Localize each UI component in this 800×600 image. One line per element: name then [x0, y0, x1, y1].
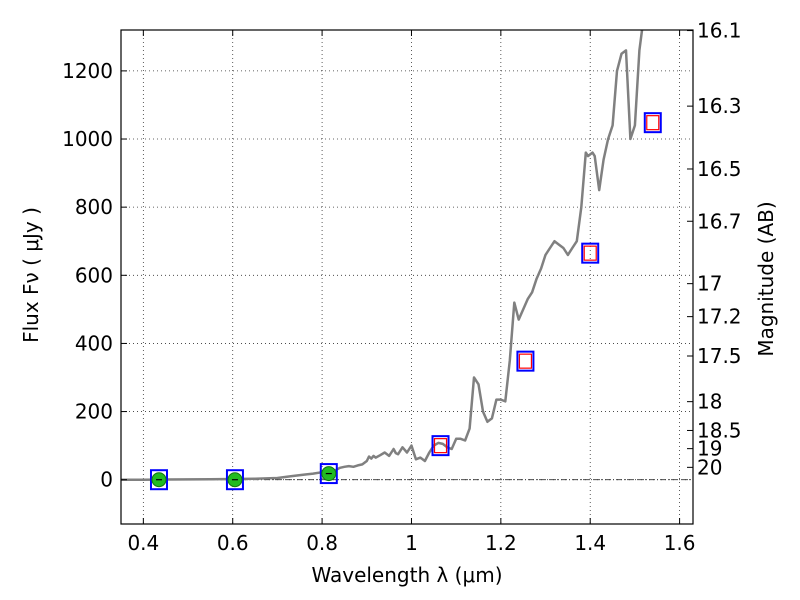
y-tick-label: 0: [100, 468, 113, 492]
axis-tick-labels: 0.4 0.6 0.8 1 1.2 1.4 1.6 0 200 400 600 800 1000 1200…: [62, 19, 741, 555]
x-tick-label: 0.6: [217, 531, 249, 555]
y-tick-label: 200: [75, 400, 113, 424]
x-tick-label: 1: [405, 531, 418, 555]
y-tick-label: 800: [75, 195, 113, 219]
axis-ticks: [121, 30, 693, 524]
measurement-box: [643, 112, 662, 134]
measurement-box: [225, 469, 244, 491]
measurement-box: [319, 463, 338, 485]
magnitude-tick-label: 16.5: [697, 157, 742, 181]
measurement-box: [431, 435, 450, 457]
x-tick-label: 0.8: [306, 531, 338, 555]
magnitude-tick-label: 20: [697, 455, 722, 479]
photometry-point: [643, 112, 662, 134]
x-tick-label: 1.4: [574, 531, 606, 555]
measurement-box: [149, 469, 168, 491]
magnitude-tick-label: 18.5: [697, 418, 742, 442]
magnitude-tick-label: 16.1: [697, 19, 742, 43]
magnitude-tick-label: 17.5: [697, 344, 742, 368]
y-axis-label: Flux Fν ( μJy ): [19, 207, 43, 343]
magnitude-axis-label: Magnitude (AB): [754, 201, 778, 356]
photometry-point: [319, 463, 338, 485]
magnitude-tick-label: 18: [697, 390, 722, 414]
grid: [121, 30, 693, 524]
model-spectrum-group: [121, 30, 644, 481]
photometry-point: [516, 350, 535, 372]
measurement-box: [581, 242, 600, 264]
photometry-point: [581, 242, 600, 264]
x-tick-label: 1.6: [664, 531, 696, 555]
plot-frame: [120, 29, 694, 525]
model-flux-marker: [518, 353, 533, 369]
magnitude-tick-label: 19: [697, 437, 722, 461]
model-flux-marker: [433, 438, 448, 454]
y-tick-label: 1000: [62, 127, 113, 151]
y-tick-label: 1200: [62, 59, 113, 83]
photometry-points: [149, 112, 662, 491]
photometry-point: [149, 469, 168, 491]
model-flux-marker: [646, 115, 660, 131]
x-axis-label: Wavelength λ (μm): [311, 563, 502, 587]
y-tick-label: 400: [75, 331, 113, 355]
magnitude-tick-label: 17: [697, 272, 722, 296]
x-tick-label: 0.4: [127, 531, 159, 555]
measurement-box: [516, 350, 535, 372]
magnitude-tick-label: 17.2: [697, 305, 742, 329]
y-tick-label: 600: [75, 263, 113, 287]
magnitude-tick-label: 16.3: [697, 94, 742, 118]
x-tick-label: 1.2: [485, 531, 517, 555]
model-spectrum-line: [121, 30, 644, 481]
photometry-point: [225, 469, 244, 491]
model-flux-marker: [583, 245, 597, 261]
photometry-point: [431, 435, 450, 457]
magnitude-tick-label: 16.7: [697, 209, 742, 233]
